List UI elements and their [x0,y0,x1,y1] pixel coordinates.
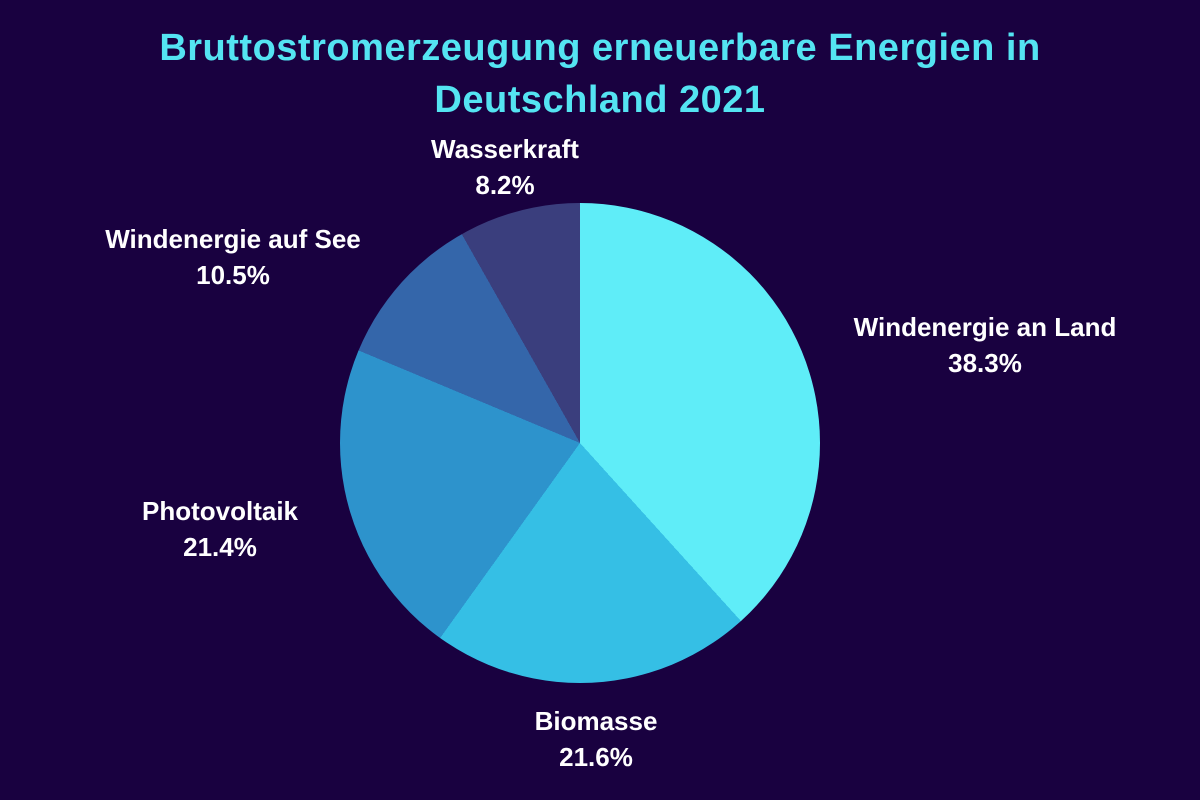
slice-name: Windenergie an Land [853,312,1117,342]
slice-label-windenergie-an-land: Windenergie an Land 38.3% [854,309,1117,381]
slice-name: Photovoltaik [141,496,299,526]
chart-title: Bruttostromerzeugung erneuerbare Energie… [159,27,1041,121]
slice-label-biomasse: Biomasse 21.6% [535,703,658,775]
slice-percent: 10.5% [196,260,270,290]
slice-label-photovoltaik: Photovoltaik 21.4% [142,493,298,565]
slice-percent: 21.4% [183,532,257,562]
slice-percent: 8.2% [475,170,535,200]
slice-name: Biomasse [534,706,658,736]
slice-label-windenergie-auf-see: Windenergie auf See 10.5% [105,221,361,293]
pie-chart [340,203,820,683]
slice-percent: 21.6% [559,742,633,772]
slice-name: Wasserkraft [431,134,579,164]
slice-percent: 38.3% [948,348,1022,378]
slice-label-wasserkraft: Wasserkraft 8.2% [431,131,579,203]
slice-name: Windenergie auf See [105,224,361,254]
